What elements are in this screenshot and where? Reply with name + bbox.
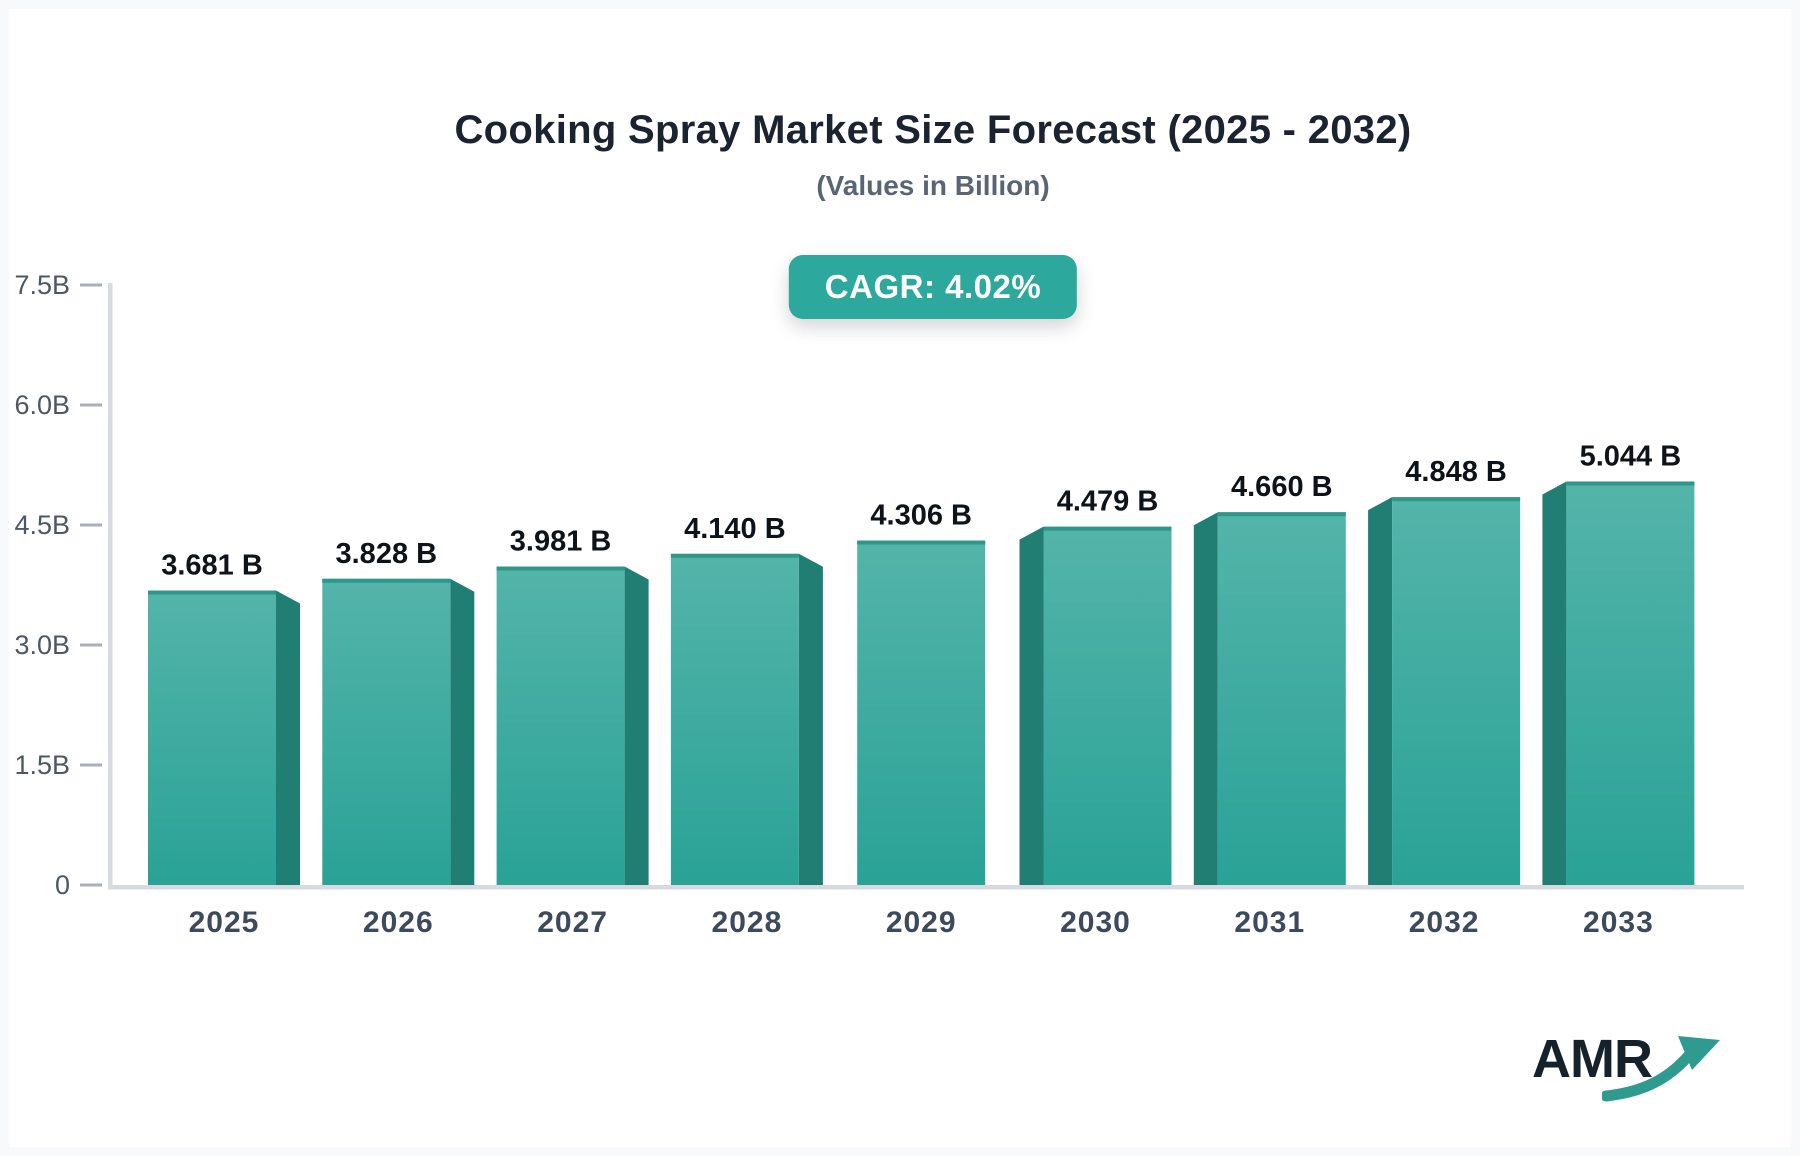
- y-tick-mark: [80, 523, 102, 527]
- bar-front-face: [1566, 481, 1695, 885]
- x-tick-label: 2026: [363, 906, 434, 939]
- bar-value-label: 4.140 B: [684, 513, 786, 545]
- bar-top-edge: [322, 578, 451, 583]
- bar-group-2025: 3.681 B: [148, 550, 300, 885]
- bar-top-edge: [1043, 526, 1172, 531]
- chart-subtitle: (Values in Billion): [816, 170, 1050, 201]
- bar-group-2028: 4.140 B: [670, 513, 823, 885]
- y-tick-label: 4.5B: [14, 510, 70, 540]
- y-tick-label: 3.0B: [14, 630, 70, 660]
- x-axis-line: [108, 885, 1744, 890]
- bar-front-face: [1043, 526, 1172, 885]
- bar-front-face: [670, 553, 799, 885]
- y-tick-mark: [80, 283, 102, 287]
- y-tick-label: 0: [55, 870, 70, 900]
- bar-side-face: [798, 553, 823, 885]
- bar-value-label: 3.681 B: [161, 550, 263, 582]
- y-tick-mark: [80, 763, 102, 767]
- bar-group-2026: 3.828 B: [322, 538, 475, 885]
- bar-group-2027: 3.981 B: [496, 526, 649, 885]
- growth-arrow-icon: [1602, 1036, 1720, 1102]
- chart-title: Cooking Spray Market Size Forecast (2025…: [454, 108, 1412, 152]
- bar-side-face: [276, 590, 300, 885]
- bar-value-label: 4.479 B: [1057, 486, 1159, 518]
- x-tick-label: 2029: [886, 906, 957, 939]
- bar-top-edge: [496, 566, 625, 571]
- bar-value-label: 4.660 B: [1231, 471, 1333, 503]
- x-tick-label: 2028: [712, 906, 783, 939]
- bar-value-label: 4.306 B: [870, 500, 972, 532]
- bar-value-label: 3.981 B: [510, 526, 612, 558]
- bar-top-edge: [148, 590, 276, 595]
- x-tick-label: 2030: [1060, 906, 1131, 939]
- x-tick-label: 2033: [1583, 906, 1654, 939]
- bar-side-face: [1542, 481, 1567, 885]
- x-tick-label: 2027: [537, 906, 608, 939]
- amr-logo: AMR: [1532, 1028, 1722, 1112]
- y-tick-mark: [80, 883, 102, 887]
- bar-group-2029: 4.306 B: [857, 500, 986, 885]
- bar-group-2031: 4.660 B: [1193, 471, 1346, 885]
- y-axis-line: [108, 283, 113, 887]
- bar-group-2032: 4.848 B: [1368, 456, 1521, 885]
- bar-front-face: [322, 578, 451, 885]
- bar-front-face: [857, 540, 986, 885]
- bar-top-edge: [1566, 481, 1695, 486]
- bar-value-label: 4.848 B: [1405, 456, 1507, 488]
- bar-side-face: [624, 566, 649, 885]
- y-tick-mark: [80, 643, 102, 647]
- bar-top-edge: [1392, 497, 1521, 502]
- bar-side-face: [1193, 512, 1218, 885]
- y-tick-label: 6.0B: [14, 390, 70, 420]
- bar-front-face: [148, 590, 276, 885]
- bar-top-edge: [670, 553, 799, 558]
- bar-front-face: [1217, 512, 1346, 885]
- bar-side-face: [1368, 497, 1393, 885]
- x-tick-label: 2025: [189, 906, 260, 939]
- x-tick-label: 2032: [1409, 906, 1480, 939]
- bar-side-face: [450, 578, 475, 885]
- y-tick-label: 1.5B: [14, 750, 70, 780]
- x-tick-label: 2031: [1234, 906, 1305, 939]
- bar-group-2030: 4.479 B: [1019, 486, 1172, 885]
- bar-front-face: [1392, 497, 1521, 885]
- bar-front-face: [496, 566, 625, 885]
- bar-value-label: 3.828 B: [336, 538, 438, 570]
- bar-value-label: 5.044 B: [1580, 440, 1682, 472]
- bar-top-edge: [1217, 512, 1346, 517]
- cagr-badge-label: CAGR: 4.02%: [824, 268, 1042, 305]
- y-tick-mark: [80, 403, 102, 407]
- amr-logo-text: AMR: [1532, 1029, 1653, 1089]
- bar-side-face: [1019, 526, 1044, 885]
- bar-group-2033: 5.044 B: [1542, 440, 1695, 885]
- bar-top-edge: [857, 540, 986, 545]
- y-tick-label: 7.5B: [14, 270, 70, 300]
- cagr-badge: CAGR: 4.02%: [788, 255, 1078, 319]
